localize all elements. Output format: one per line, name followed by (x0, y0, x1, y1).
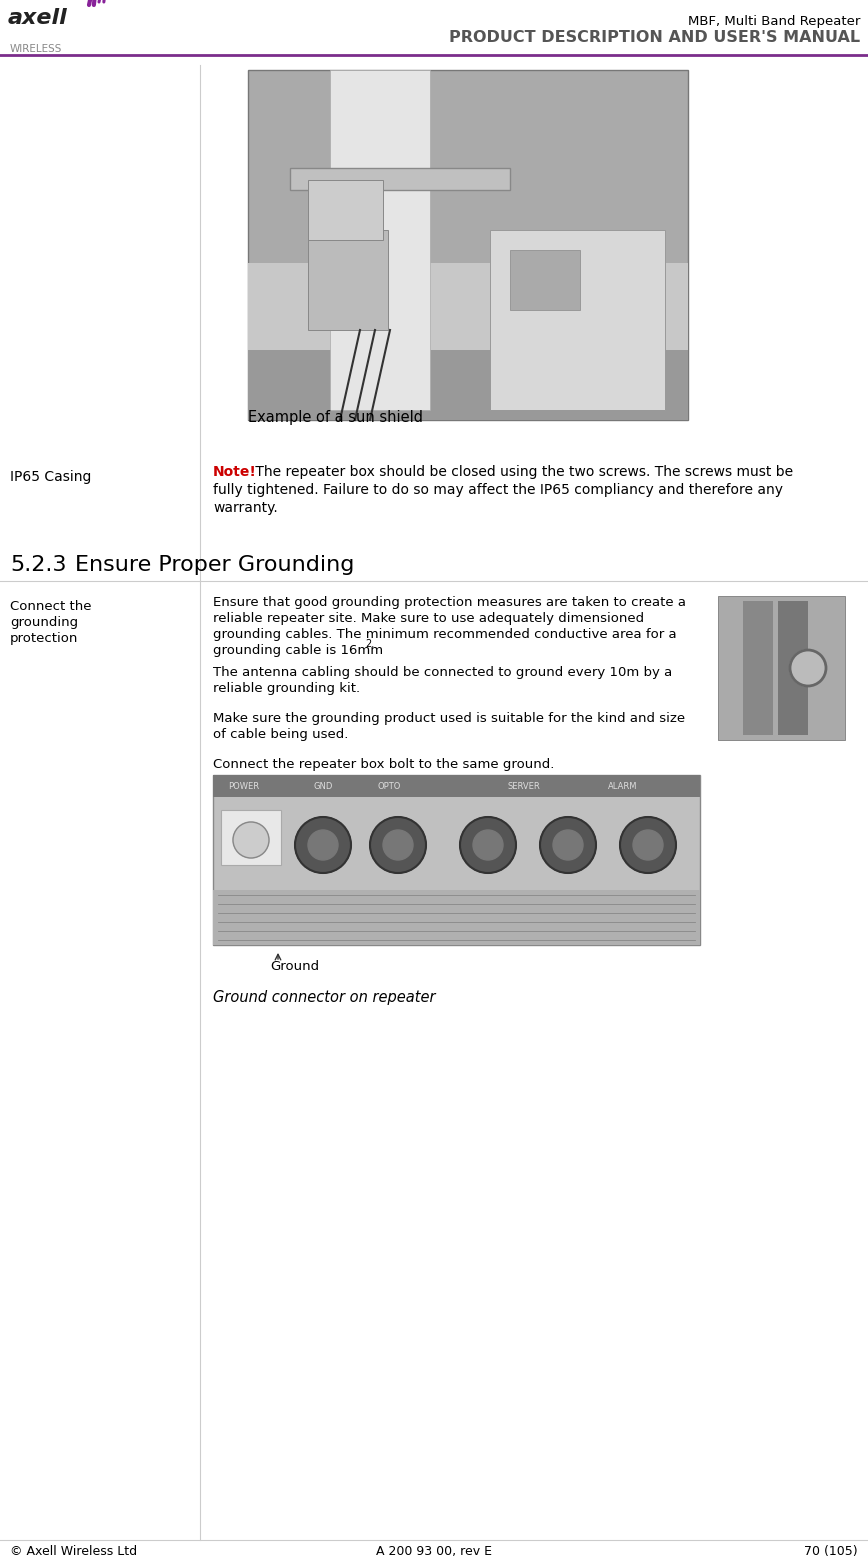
Text: Ground: Ground (271, 960, 319, 973)
Text: The antenna cabling should be connected to ground every 10m by a: The antenna cabling should be connected … (213, 667, 672, 679)
Text: grounding: grounding (10, 617, 78, 629)
Text: ALARM: ALARM (608, 782, 637, 790)
Text: grounding cables. The minimum recommended conductive area for a: grounding cables. The minimum recommende… (213, 628, 677, 642)
Text: Ensure Proper Grounding: Ensure Proper Grounding (75, 556, 354, 574)
Bar (490, 229, 665, 411)
Text: PRODUCT DESCRIPTION AND USER'S MANUAL: PRODUCT DESCRIPTION AND USER'S MANUAL (449, 30, 860, 45)
Text: OPTO: OPTO (378, 782, 401, 790)
Bar (308, 180, 383, 240)
Bar (248, 350, 688, 420)
Bar (290, 169, 510, 190)
Text: © Axell Wireless Ltd: © Axell Wireless Ltd (10, 1545, 137, 1558)
Circle shape (790, 649, 826, 685)
Text: WIRELESS: WIRELESS (10, 44, 62, 55)
Circle shape (233, 823, 269, 859)
Text: Connect the repeater box bolt to the same ground.: Connect the repeater box bolt to the sam… (213, 759, 555, 771)
Text: reliable repeater site. Make sure to use adequately dimensioned: reliable repeater site. Make sure to use… (213, 612, 644, 624)
Circle shape (460, 816, 516, 873)
Circle shape (383, 830, 413, 860)
Text: 2.: 2. (365, 638, 374, 649)
Text: Note!: Note! (213, 465, 257, 479)
Text: Example of a sun shield: Example of a sun shield (248, 411, 423, 425)
Text: fully tightened. Failure to do so may affect the IP65 compliancy and therefore a: fully tightened. Failure to do so may af… (213, 482, 783, 496)
Text: 70 (105): 70 (105) (805, 1545, 858, 1558)
Bar (213, 774, 700, 944)
Text: POWER: POWER (228, 782, 260, 790)
Bar (213, 774, 700, 798)
Circle shape (633, 830, 663, 860)
Bar (221, 810, 281, 865)
Bar (213, 890, 700, 944)
Bar (308, 229, 388, 329)
Bar (510, 250, 580, 311)
Circle shape (620, 816, 676, 873)
Text: axell: axell (8, 8, 68, 28)
Text: MBF, Multi Band Repeater: MBF, Multi Band Repeater (687, 16, 860, 28)
Bar (330, 70, 430, 411)
Bar (743, 601, 773, 735)
Text: SERVER: SERVER (508, 782, 541, 790)
Text: A 200 93 00, rev E: A 200 93 00, rev E (376, 1545, 492, 1558)
Circle shape (540, 816, 596, 873)
Circle shape (473, 830, 503, 860)
Bar (718, 596, 845, 740)
Circle shape (308, 830, 338, 860)
Text: grounding cable is 16mm: grounding cable is 16mm (213, 645, 383, 657)
Text: Connect the: Connect the (10, 599, 91, 613)
Text: Ground connector on repeater: Ground connector on repeater (213, 990, 436, 1005)
Text: of cable being used.: of cable being used. (213, 727, 348, 741)
Text: The repeater box should be closed using the two screws. The screws must be: The repeater box should be closed using … (251, 465, 793, 479)
Circle shape (553, 830, 583, 860)
Bar (248, 70, 688, 420)
Circle shape (295, 816, 351, 873)
Text: Ensure that good grounding protection measures are taken to create a: Ensure that good grounding protection me… (213, 596, 686, 609)
Bar (248, 262, 688, 420)
Text: Make sure the grounding product used is suitable for the kind and size: Make sure the grounding product used is … (213, 712, 685, 724)
Text: warranty.: warranty. (213, 501, 278, 515)
Text: protection: protection (10, 632, 78, 645)
Text: reliable grounding kit.: reliable grounding kit. (213, 682, 360, 695)
Text: 5.2.3: 5.2.3 (10, 556, 67, 574)
Text: GND: GND (313, 782, 332, 790)
Circle shape (370, 816, 426, 873)
Text: IP65 Casing: IP65 Casing (10, 470, 91, 484)
Bar (778, 601, 808, 735)
